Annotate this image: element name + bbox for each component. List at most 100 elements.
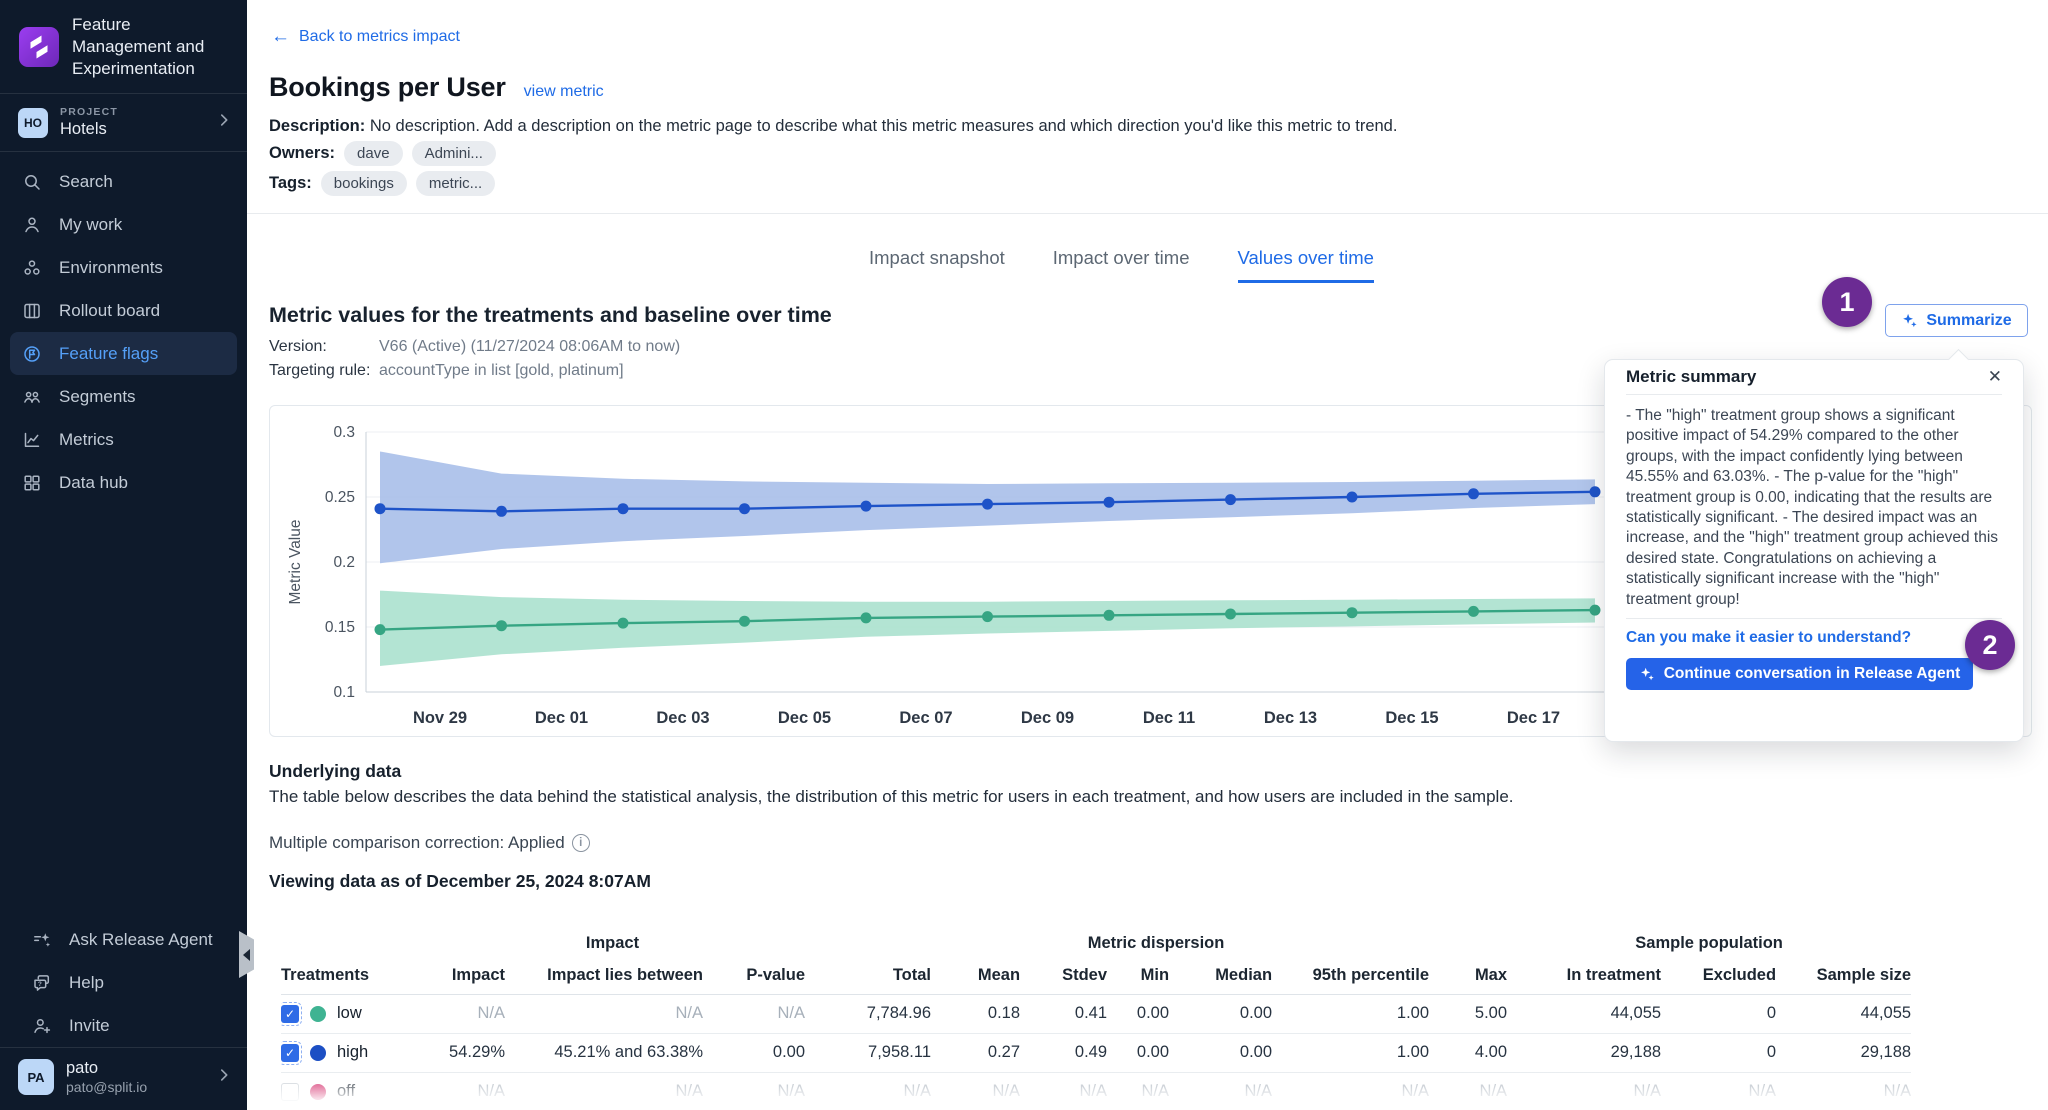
sidebar-item-label: Rollout board bbox=[59, 300, 161, 320]
column-header-stdev: Stdev bbox=[1020, 958, 1108, 995]
underlying-data-table: Impact Metric dispersion Sample population… bbox=[281, 928, 1912, 1110]
cell-impact: N/A bbox=[420, 1072, 505, 1110]
data-point[interactable] bbox=[1346, 491, 1358, 503]
data-point[interactable] bbox=[1589, 604, 1601, 616]
cell-lies_between: N/A bbox=[505, 1072, 703, 1110]
sidebar-item-rollout-board[interactable]: Rollout board bbox=[10, 289, 237, 332]
sidebar-item-metrics[interactable]: Metrics bbox=[10, 418, 237, 461]
info-icon[interactable]: i bbox=[571, 834, 590, 852]
data-point[interactable] bbox=[739, 615, 750, 627]
cell-p95: N/A bbox=[1272, 1072, 1430, 1110]
view-metric-link[interactable]: view metric bbox=[523, 83, 604, 100]
data-point[interactable] bbox=[982, 498, 993, 510]
data-point[interactable] bbox=[860, 612, 872, 624]
sidebar-item-label: Data hub bbox=[59, 472, 128, 492]
back-link[interactable]: ← Back to metrics impact bbox=[271, 27, 460, 46]
sidebar-item-environments[interactable]: Environments bbox=[10, 246, 237, 289]
split-logo-icon bbox=[19, 26, 59, 67]
sidebar-item-label: Feature flags bbox=[59, 343, 159, 363]
svg-text:?: ? bbox=[38, 981, 42, 988]
sidebar-divider bbox=[0, 93, 247, 95]
cell-p_value: N/A bbox=[703, 1072, 806, 1110]
column-header-median: Median bbox=[1169, 958, 1273, 995]
rollout-board-icon bbox=[22, 301, 42, 321]
data-point[interactable] bbox=[1225, 608, 1236, 620]
data-point[interactable] bbox=[1103, 609, 1115, 621]
followup-question-link[interactable]: Can you make it easier to understand? bbox=[1626, 629, 1912, 646]
column-header-p_value: P-value bbox=[703, 958, 806, 995]
user-menu[interactable]: PA pato pato@split.io bbox=[0, 1047, 247, 1095]
group-header-spacer bbox=[281, 928, 420, 958]
data-point[interactable] bbox=[496, 620, 507, 632]
tag-chip[interactable]: bookings bbox=[320, 171, 407, 196]
data-point[interactable] bbox=[1468, 488, 1479, 500]
data-point[interactable] bbox=[1225, 494, 1236, 506]
column-header-treatments: Treatments bbox=[281, 958, 420, 995]
data-point[interactable] bbox=[617, 503, 629, 515]
treatment-checkbox[interactable]: ✓ bbox=[281, 1001, 302, 1026]
data-point[interactable] bbox=[1103, 496, 1115, 508]
collapse-arrow-icon bbox=[243, 948, 250, 961]
sidebar-item-feature-flags[interactable]: Feature flags bbox=[10, 332, 237, 376]
data-point[interactable] bbox=[1346, 607, 1358, 619]
data-point[interactable] bbox=[1589, 486, 1601, 498]
tab-values-over-time[interactable]: Values over time bbox=[1237, 247, 1374, 283]
cell-lies_between: 45.21% and 63.38% bbox=[505, 1033, 703, 1073]
back-link-label[interactable]: Back to metrics impact bbox=[299, 27, 460, 45]
column-header-max: Max bbox=[1429, 958, 1508, 995]
invite-icon bbox=[32, 1016, 52, 1036]
data-point[interactable] bbox=[496, 505, 507, 517]
targeting-rule-value: accountType in list [gold, platinum] bbox=[379, 362, 624, 379]
popup-title: Metric summary bbox=[1626, 367, 1757, 386]
treatment-checkbox[interactable]: ✓ bbox=[281, 1040, 302, 1065]
data-point[interactable] bbox=[860, 500, 872, 512]
tab-impact-snapshot[interactable]: Impact snapshot bbox=[869, 247, 1005, 268]
cell-sample_size: 29,188 bbox=[1776, 1033, 1912, 1073]
owner-chip[interactable]: Admini... bbox=[411, 141, 496, 166]
data-point[interactable] bbox=[374, 503, 386, 515]
data-point[interactable] bbox=[739, 503, 750, 515]
project-label: PROJECT bbox=[60, 106, 118, 119]
treatment-cell: ✓ low bbox=[281, 994, 420, 1034]
treatment-color-dot bbox=[310, 1044, 326, 1061]
continue-conversation-button[interactable]: Continue conversation in Release Agent bbox=[1626, 658, 1973, 690]
data-point[interactable] bbox=[1468, 605, 1479, 617]
viewing-data-text: Viewing data as of December 25, 2024 8:0… bbox=[269, 871, 651, 891]
treatment-checkbox[interactable] bbox=[281, 1082, 299, 1101]
tag-chip[interactable]: metric... bbox=[415, 171, 496, 196]
sidebar-item-label: Search bbox=[59, 171, 113, 191]
section-title: Metric values for the treatments and bas… bbox=[269, 303, 832, 327]
owners-label: Owners: bbox=[269, 144, 336, 162]
sidebar-item-ask-release-agent[interactable]: Ask Release Agent bbox=[20, 918, 227, 961]
sidebar-collapse-handle[interactable] bbox=[239, 931, 254, 978]
cell-sample_size: N/A bbox=[1776, 1072, 1912, 1110]
cell-in_treatment: N/A bbox=[1507, 1072, 1662, 1110]
back-arrow-icon: ← bbox=[271, 26, 290, 47]
sidebar-item-help[interactable]: ? Help bbox=[20, 961, 227, 1004]
summarize-button[interactable]: Summarize bbox=[1885, 304, 2028, 337]
x-tick-label: Dec 11 bbox=[1143, 709, 1195, 727]
sidebar-item-label: Environments bbox=[59, 257, 163, 277]
sidebar-item-label: My work bbox=[59, 214, 123, 234]
data-point[interactable] bbox=[374, 624, 386, 636]
sidebar-item-my-work[interactable]: My work bbox=[10, 203, 237, 246]
column-header-excluded: Excluded bbox=[1661, 958, 1777, 995]
sidebar: Feature Management and Experimentation H… bbox=[0, 0, 247, 1110]
treatment-color-dot bbox=[310, 1005, 326, 1022]
owner-chip[interactable]: dave bbox=[344, 141, 403, 166]
column-header-mean: Mean bbox=[931, 958, 1021, 995]
y-tick-label: 0.15 bbox=[325, 619, 355, 636]
data-point[interactable] bbox=[982, 611, 993, 623]
tab-impact-over-time[interactable]: Impact over time bbox=[1052, 247, 1190, 268]
cell-excluded: 0 bbox=[1661, 994, 1777, 1034]
cell-sample_size: 44,055 bbox=[1776, 994, 1912, 1034]
sidebar-item-segments[interactable]: Segments bbox=[10, 375, 237, 418]
sidebar-item-data-hub[interactable]: Data hub bbox=[10, 461, 237, 504]
sidebar-item-invite[interactable]: Invite bbox=[20, 1004, 227, 1047]
sidebar-item-search[interactable]: Search bbox=[10, 160, 237, 203]
data-point[interactable] bbox=[617, 617, 629, 629]
x-tick-label: Dec 13 bbox=[1264, 709, 1317, 727]
close-icon[interactable]: ✕ bbox=[1987, 367, 2002, 386]
cell-impact: 54.29% bbox=[420, 1033, 505, 1073]
project-selector[interactable]: HO PROJECT Hotels bbox=[0, 94, 247, 151]
